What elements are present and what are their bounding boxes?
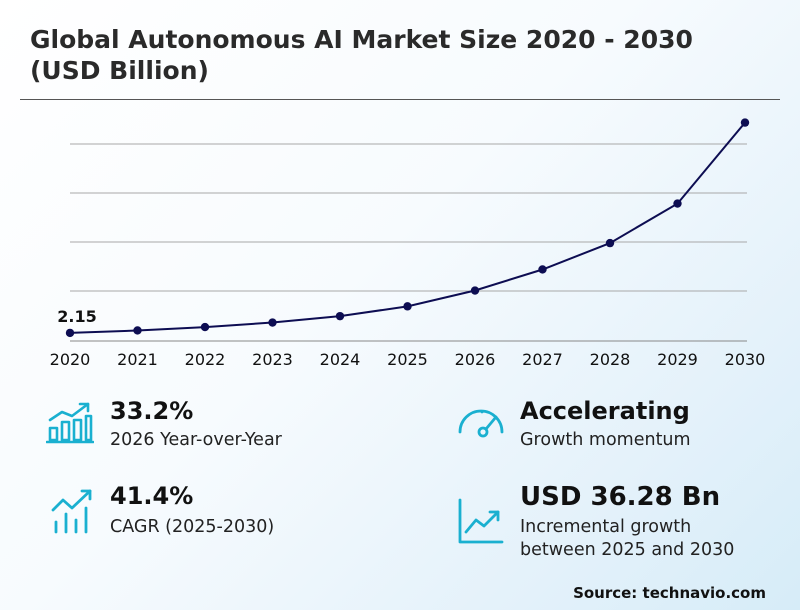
data-point xyxy=(200,322,210,332)
x-axis: 2020 2021 2022 2023 2024 2025 2026 2027 2028 2029… xyxy=(50,350,766,369)
speedometer-icon xyxy=(458,409,504,438)
data-point xyxy=(65,328,75,338)
title-divider xyxy=(20,99,780,100)
x-tick-label: 2024 xyxy=(320,350,361,369)
stat-yoy-value: 33.2% xyxy=(110,397,194,425)
x-tick-label: 2025 xyxy=(387,350,428,369)
x-tick-label: 2029 xyxy=(657,350,698,369)
data-point xyxy=(133,326,142,335)
chart-title: Global Autonomous AI Market Size 2020 - … xyxy=(30,25,693,85)
x-tick-label: 2020 xyxy=(50,350,91,369)
stat-incremental-value: USD 36.28 Bn xyxy=(520,482,721,512)
x-tick-label: 2030 xyxy=(725,350,766,369)
data-label: 2.15 xyxy=(57,307,96,326)
data-point xyxy=(605,238,615,248)
data-point xyxy=(470,286,480,295)
x-tick-label: 2022 xyxy=(185,350,226,369)
x-tick-label: 2028 xyxy=(590,350,631,369)
source-note: Source: technavio.com xyxy=(573,584,766,602)
bar-trend-icon xyxy=(51,489,92,534)
data-point xyxy=(335,311,345,321)
stat-momentum-value: Accelerating xyxy=(520,397,690,425)
data-point xyxy=(403,302,412,311)
series-line xyxy=(69,121,746,334)
data-point xyxy=(673,199,682,208)
stat-cagr-label: CAGR (2025-2030) xyxy=(110,517,275,537)
bar-chart-rising-icon xyxy=(46,402,94,444)
line-chart: 2020 2021 2022 2023 2024 2025 2026 2027 2028 2029… xyxy=(50,118,766,369)
data-point xyxy=(538,265,547,274)
x-tick-label: 2026 xyxy=(455,350,496,369)
stat-incremental-label-line1: Incremental growth xyxy=(520,517,692,537)
data-labels: 2.15 xyxy=(57,307,96,326)
x-tick-label: 2023 xyxy=(252,350,293,369)
data-points xyxy=(65,118,750,338)
stat-incremental-label-line2: between 2025 and 2030 xyxy=(520,540,735,560)
stat-cagr-value: 41.4% xyxy=(110,482,194,510)
line-trend-icon xyxy=(458,498,504,544)
stat-yoy-label: 2026 Year-over-Year xyxy=(110,430,282,450)
x-tick-label: 2021 xyxy=(117,350,158,369)
gridlines xyxy=(70,143,747,342)
x-tick-label: 2027 xyxy=(522,350,563,369)
stat-momentum-label: Growth momentum xyxy=(520,430,691,450)
data-point xyxy=(268,318,277,327)
data-point xyxy=(740,118,750,127)
